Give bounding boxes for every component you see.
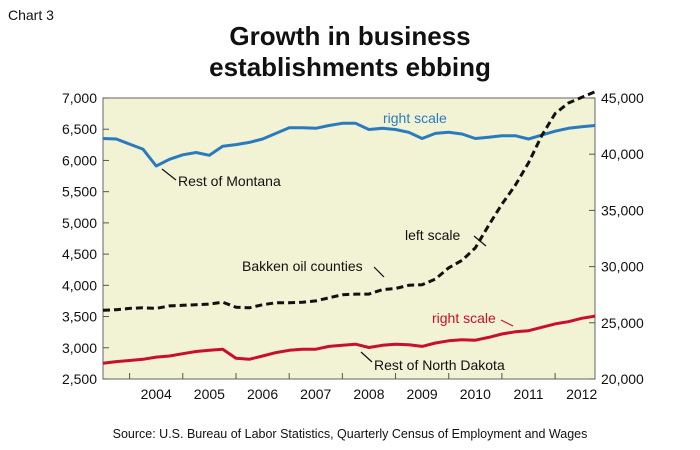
x-axis: 2004 2005 2006 2007 2008 2009 2010 2011 2012 — [141, 386, 598, 402]
series-line-rest-of-north-dakota — [102, 314, 596, 365]
right-axis-tick-label: 30,000 — [601, 259, 644, 275]
right-axis-tick-label: 40,000 — [601, 146, 644, 162]
leader-bakken — [373, 266, 385, 278]
x-axis-tick-label: 2008 — [353, 386, 384, 402]
left-axis-tick-label: 7,000 — [62, 90, 97, 106]
source-note: Source: U.S. Bureau of Labor Statistics,… — [113, 427, 588, 441]
x-axis-ticks — [129, 373, 556, 379]
x-axis-tick-label: 2004 — [141, 386, 172, 402]
left-axis-tick-label: 6,000 — [62, 152, 97, 168]
x-axis-tick-label: 2007 — [300, 386, 331, 402]
x-axis-tick-label: 2011 — [513, 386, 543, 402]
annotation-bakken: Bakken oil counties — [242, 258, 363, 274]
series-layer — [102, 90, 596, 365]
series-line-bakken-oil-counties — [102, 90, 596, 312]
chart-title-line-1: Growth in business — [229, 21, 470, 51]
annotation-rest-of-north-dakota: Rest of North Dakota — [374, 357, 505, 373]
left-axis-tick-label: 2,500 — [62, 371, 97, 387]
x-axis-tick-label: 2012 — [566, 386, 597, 402]
right-axis-tick-label: 45,000 — [601, 90, 644, 106]
left-axis-tick-label: 4,500 — [62, 246, 97, 262]
annotation-left-scale: left scale — [405, 227, 460, 243]
left-axis-tick-label: 3,500 — [62, 309, 97, 325]
plot-area — [102, 97, 596, 380]
left-axis-tick-label: 5,000 — [62, 215, 97, 231]
leader-rest-of-north-dakota — [360, 351, 373, 363]
x-axis-tick-label: 2005 — [194, 386, 225, 402]
left-axis: 2,500 3,000 3,500 4,000 4,500 5,000 5,500 6,000… — [62, 90, 109, 387]
right-axis-tick-label: 20,000 — [601, 371, 644, 387]
right-axis-tick-label: 35,000 — [601, 202, 644, 218]
annotation-right-scale-blue: right scale — [383, 110, 447, 126]
leader-left-scale — [473, 235, 487, 247]
left-axis-tick-label: 3,000 — [62, 340, 97, 356]
leader-right-scale-red — [500, 319, 514, 327]
left-axis-tick-label: 6,500 — [62, 121, 97, 137]
right-axis-tick-label: 25,000 — [601, 315, 644, 331]
chart-number: Chart 3 — [8, 7, 54, 23]
chart-title-line-2: establishments ebbing — [209, 52, 491, 82]
x-axis-tick-label: 2009 — [407, 386, 438, 402]
series-line-rest-of-montana — [102, 121, 596, 168]
x-axis-tick-label: 2010 — [460, 386, 491, 402]
leader-rest-of-montana — [161, 168, 177, 181]
right-axis: 20,000 25,000 30,000 35,000 40,000 45,000 — [589, 90, 644, 387]
x-axis-tick-label: 2006 — [247, 386, 278, 402]
annotation-right-scale-red: right scale — [432, 310, 496, 326]
annotation-rest-of-montana: Rest of Montana — [178, 173, 281, 189]
left-axis-tick-label: 4,000 — [62, 277, 97, 293]
left-axis-tick-label: 5,500 — [62, 184, 97, 200]
